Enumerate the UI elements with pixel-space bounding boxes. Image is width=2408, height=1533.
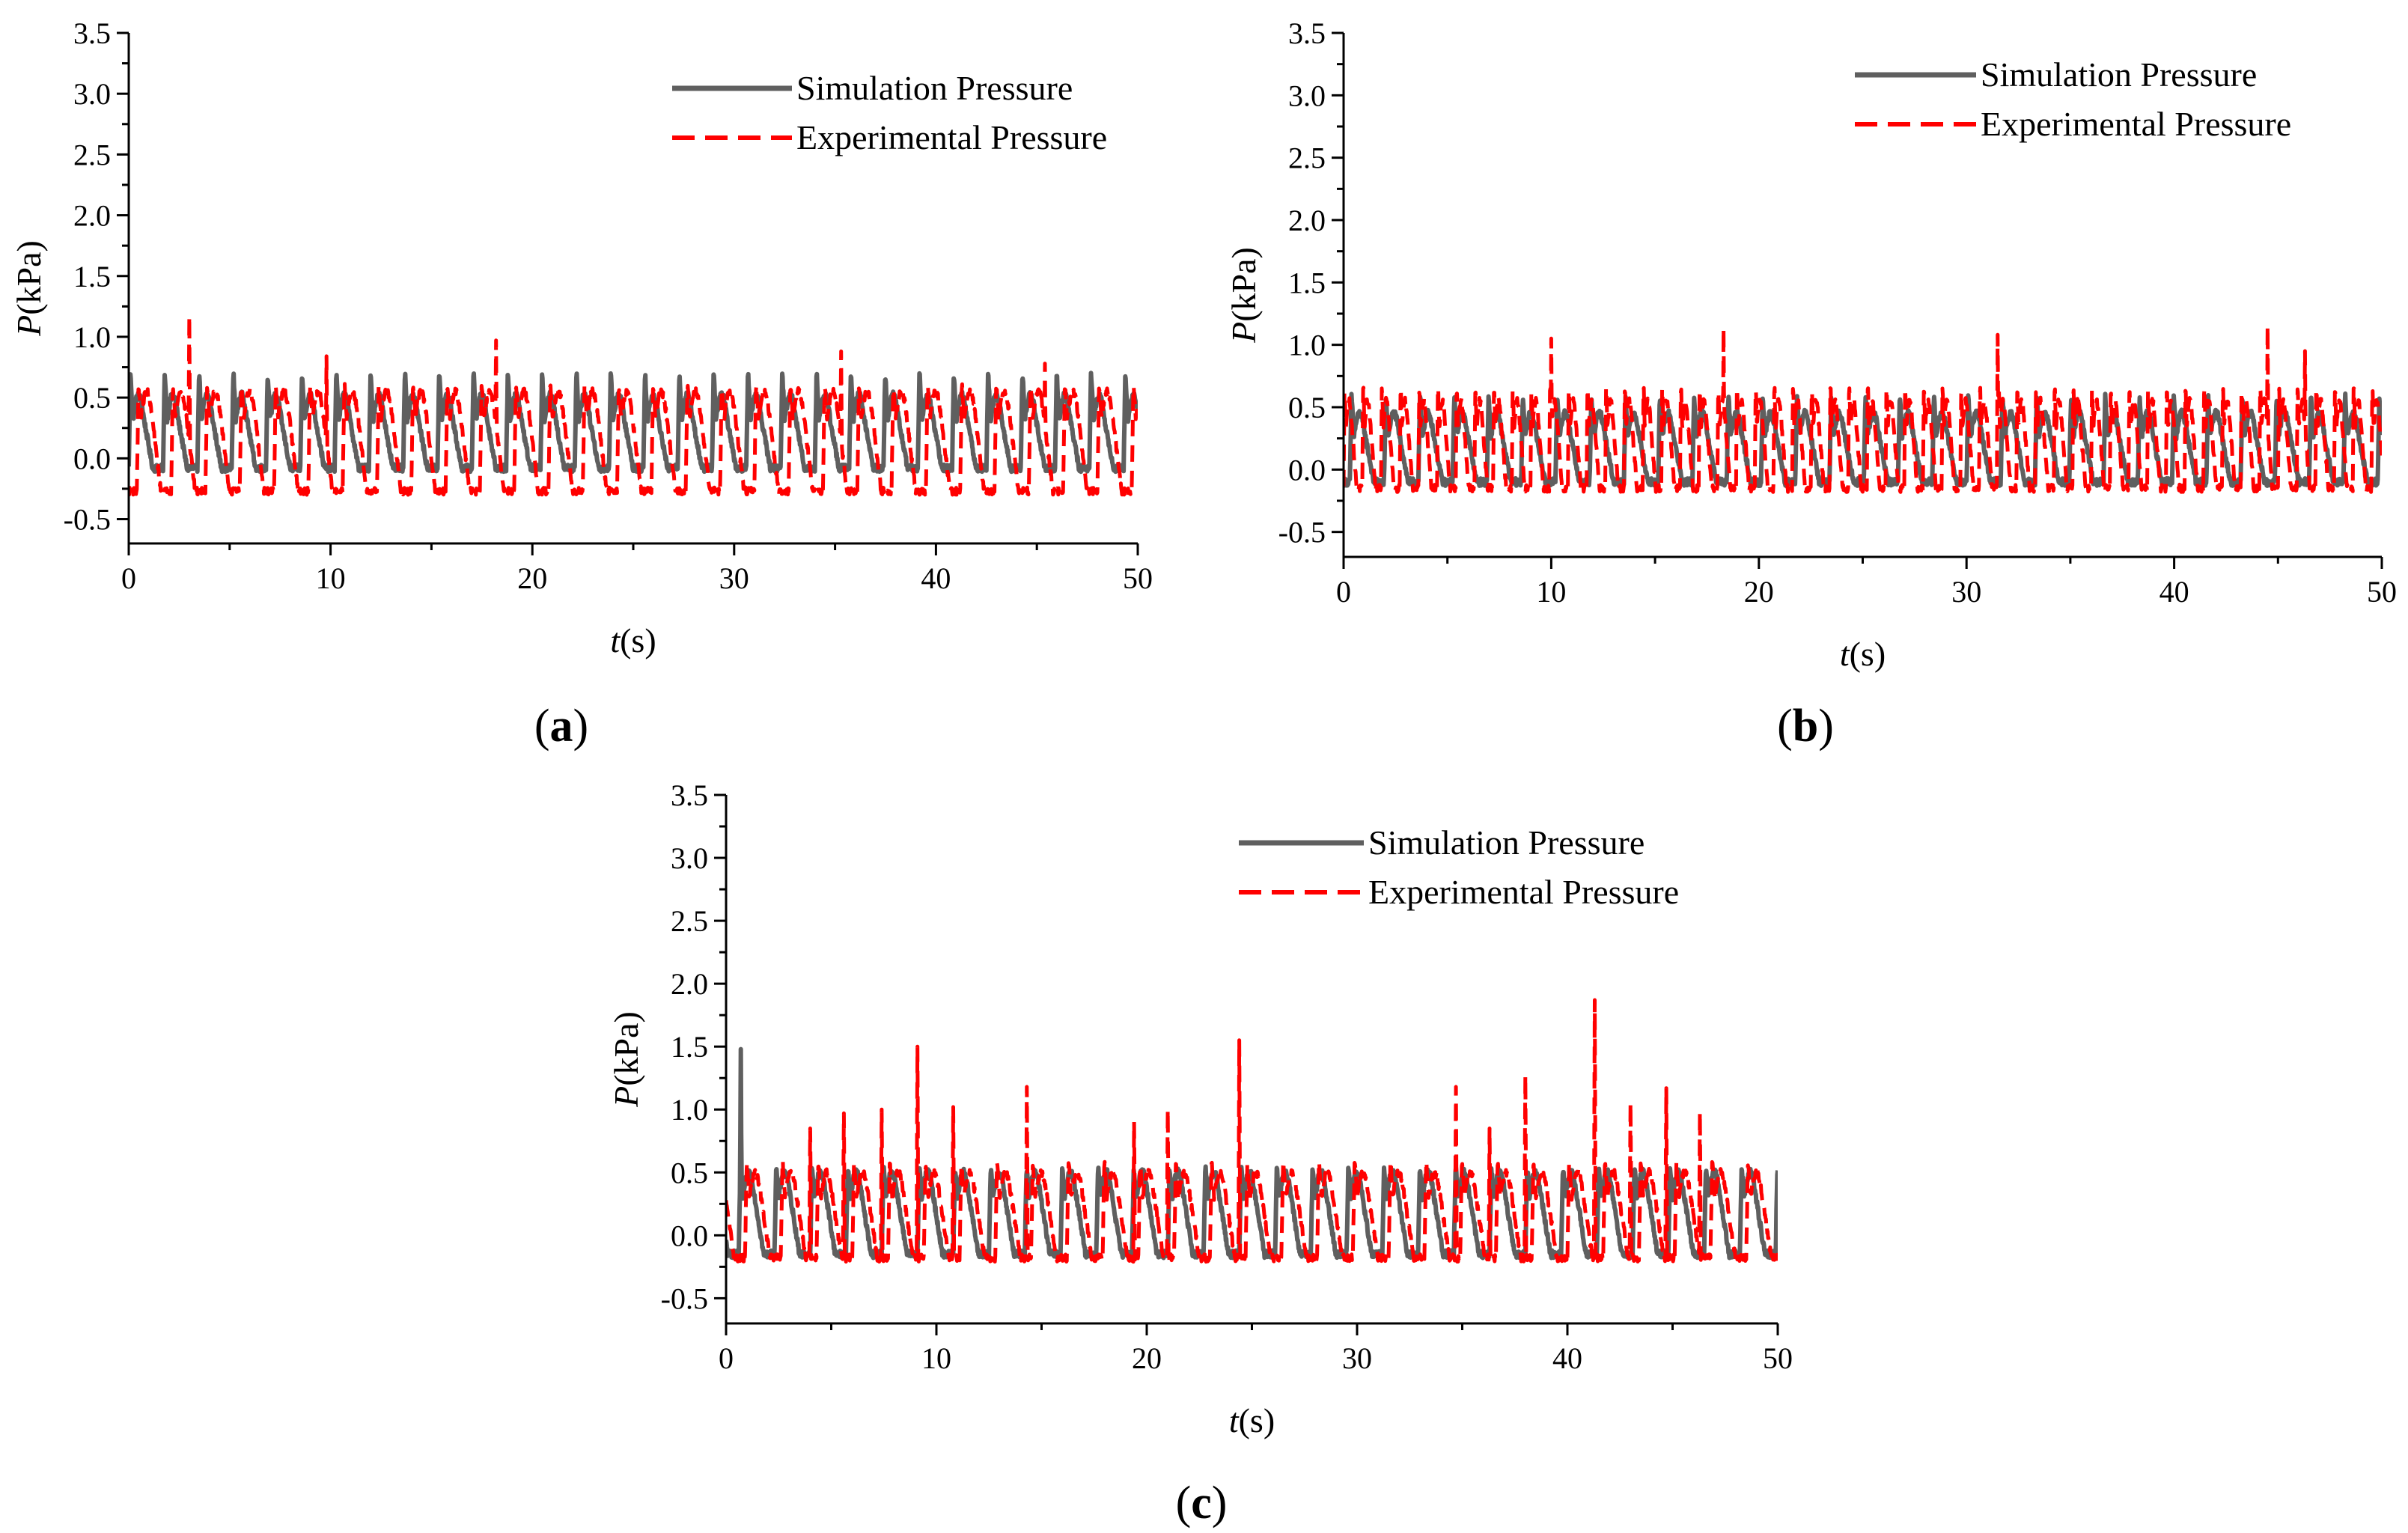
series-line-simulation — [726, 1046, 1778, 1261]
y-axis-label-symbol: P — [1225, 322, 1263, 344]
y-tick-label: 1.5 — [1288, 266, 1326, 299]
y-tick-label: 0.5 — [73, 381, 111, 415]
y-tick-label: 1.5 — [671, 1030, 708, 1064]
x-axis-label: t(s) — [610, 621, 656, 659]
y-tick-label: 0.0 — [73, 442, 111, 475]
y-tick-label: 3.0 — [73, 77, 111, 111]
x-axis-label: t(s) — [1840, 635, 1886, 673]
y-tick-label: 1.0 — [1288, 329, 1326, 362]
x-tick-label: 30 — [1951, 575, 1981, 609]
chart-panel-b: 0 10 20 30 40 50 -0.5 0.0 0.5 1.0 1.5 2.0 2.5 3.0 3.5 t… — [1225, 16, 2397, 752]
x-tick-label: 50 — [1763, 1341, 1793, 1375]
x-tick-label: 20 — [1132, 1341, 1162, 1375]
y-tick-label: -0.5 — [64, 503, 111, 537]
x-tick-label: 30 — [1342, 1341, 1372, 1375]
x-tick-label: 50 — [1123, 561, 1153, 595]
y-axis-label-symbol: P — [10, 315, 48, 337]
legend-label-simulation: Simulation Pressure — [796, 69, 1073, 107]
y-tick-label: 1.0 — [73, 320, 111, 354]
x-tick-label: 20 — [517, 561, 547, 595]
y-tick-label: 0.5 — [671, 1156, 708, 1189]
panel-label-letter: a — [550, 701, 573, 752]
panel-label-open-paren: ( — [534, 701, 550, 752]
x-tick-label: 0 — [719, 1341, 734, 1375]
y-tick-label: 2.0 — [73, 199, 111, 233]
y-tick-label: 2.0 — [1288, 204, 1326, 237]
chart-panel-c: 0 10 20 30 40 50 -0.5 0.0 0.5 1.0 1.5 2.0 2.5 3.0 3.5 t… — [607, 778, 1793, 1529]
y-tick-label: 1.0 — [671, 1093, 708, 1127]
y-tick-label: 2.0 — [671, 967, 708, 1001]
y-axis-label-unit: (kPa) — [1225, 247, 1263, 322]
x-tick-label: 10 — [921, 1341, 951, 1375]
y-tick-label: 1.5 — [73, 260, 111, 293]
y-tick-label: -0.5 — [1278, 516, 1326, 549]
panel-label-open-paren: ( — [1176, 1478, 1192, 1529]
x-tick-label: 10 — [316, 561, 346, 595]
y-axis-label-unit: (kPa) — [607, 1011, 645, 1086]
y-tick-label: 3.5 — [73, 16, 111, 50]
x-axis-label: t(s) — [1229, 1401, 1275, 1439]
x-tick-label: 20 — [1744, 575, 1774, 609]
panel-label: (b) — [1777, 701, 1834, 752]
series-line-experimental — [1344, 324, 2382, 494]
y-tick-label: 2.5 — [1288, 141, 1326, 175]
y-tick-label: 3.0 — [671, 841, 708, 875]
x-tick-label: 40 — [1552, 1341, 1582, 1375]
x-axis-label-unit: (s) — [1239, 1401, 1275, 1439]
x-axis-label-unit: (s) — [1850, 635, 1886, 673]
chart-panel-a: 0 10 20 30 40 50 -0.5 0.0 0.5 1.0 1.5 2.0 2.5 3.0 3.5 t… — [10, 16, 1153, 752]
x-tick-label: 30 — [719, 561, 749, 595]
panel-label: (c) — [1176, 1478, 1228, 1529]
y-axis-label-unit: (kPa) — [10, 240, 48, 315]
series-line-experimental — [726, 998, 1778, 1264]
panel-label: (a) — [534, 701, 588, 752]
y-axis-label-symbol: P — [607, 1086, 645, 1108]
y-tick-label: 0.5 — [1288, 391, 1326, 424]
panel-label-close-paren: ) — [1212, 1478, 1228, 1529]
x-tick-label: 50 — [2367, 575, 2397, 609]
legend-label-experimental: Experimental Pressure — [1368, 873, 1679, 911]
y-axis-label: P(kPa) — [10, 240, 48, 337]
panel-label-open-paren: ( — [1777, 701, 1793, 752]
x-tick-label: 40 — [921, 561, 951, 595]
y-tick-label: 3.0 — [1288, 79, 1326, 112]
x-tick-label: 10 — [1536, 575, 1566, 609]
x-axis-label-symbol: t — [610, 621, 621, 659]
series-line-simulation — [129, 371, 1138, 475]
y-tick-label: 2.5 — [73, 138, 111, 171]
y-tick-label: 0.0 — [1288, 453, 1326, 487]
legend-label-experimental: Experimental Pressure — [796, 118, 1107, 156]
legend-label-simulation: Simulation Pressure — [1981, 55, 2257, 94]
y-tick-label: 2.5 — [671, 904, 708, 938]
x-axis-label-symbol: t — [1229, 1401, 1240, 1439]
panel-label-close-paren: ) — [1818, 701, 1834, 752]
y-tick-label: 0.0 — [671, 1219, 708, 1252]
x-tick-label: 40 — [2159, 575, 2189, 609]
y-axis-label: P(kPa) — [607, 1011, 645, 1108]
panel-label-close-paren: ) — [573, 701, 589, 752]
x-tick-label: 0 — [1336, 575, 1351, 609]
y-axis-label: P(kPa) — [1225, 247, 1263, 344]
legend-label-simulation: Simulation Pressure — [1368, 823, 1645, 862]
panel-label-letter: c — [1191, 1478, 1212, 1529]
x-tick-label: 0 — [121, 561, 136, 595]
series-line-experimental — [129, 314, 1138, 497]
x-axis-label-symbol: t — [1840, 635, 1850, 673]
x-axis-label-unit: (s) — [620, 621, 656, 659]
series-line-simulation — [1344, 391, 2382, 488]
panel-label-letter: b — [1793, 701, 1818, 752]
y-tick-label: -0.5 — [661, 1281, 708, 1315]
legend-label-experimental: Experimental Pressure — [1981, 105, 2291, 143]
y-tick-label: 3.5 — [671, 778, 708, 812]
y-tick-label: 3.5 — [1288, 16, 1326, 50]
